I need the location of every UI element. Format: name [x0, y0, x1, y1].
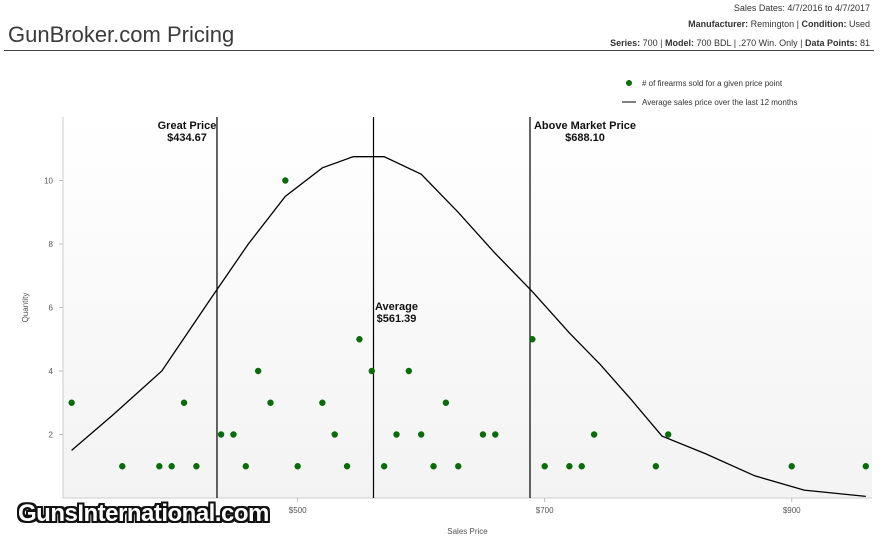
- data-point: [590, 431, 598, 438]
- data-point: [368, 367, 375, 375]
- data-point: [217, 431, 225, 438]
- watermark-logo: GunsInternational.com: [18, 500, 269, 527]
- marker-label-great: Great Price: [158, 120, 217, 132]
- data-point: [788, 463, 795, 470]
- series-model-info: Series: 700 | Model: 700 BDL | .270 Win.…: [610, 38, 870, 48]
- marker-label-average: Average: [375, 301, 418, 313]
- series-label: Series:: [610, 38, 641, 48]
- data-point: [380, 463, 388, 470]
- model-value: 700 BDL: [696, 38, 732, 48]
- data-point: [180, 399, 188, 406]
- x-tick-label: $500: [289, 506, 307, 515]
- x-tick-label: $700: [536, 506, 554, 515]
- marker-value-great: $434.67: [167, 132, 207, 144]
- y-tick-label: 8: [49, 240, 54, 249]
- data-point: [541, 463, 548, 470]
- data-point: [119, 463, 126, 470]
- manufacturer-value: Remington: [750, 19, 795, 29]
- data-point: [230, 431, 237, 438]
- data-point: [405, 367, 413, 375]
- data-point: [665, 431, 672, 438]
- data-point: [529, 336, 536, 343]
- data-point: [254, 367, 262, 375]
- legend-line-label: Average sales price over the last 12 mon…: [642, 98, 798, 107]
- manufacturer-label: Manufacturer:: [688, 19, 749, 29]
- marker-label-above: Above Market Price: [534, 120, 636, 132]
- legend-dot-icon: [626, 80, 632, 86]
- model-label: Model:: [665, 38, 695, 48]
- marker-value-above: $688.10: [565, 132, 605, 144]
- data-point: [168, 463, 175, 470]
- y-axis-title: Quantity: [21, 293, 30, 323]
- condition-label: Condition:: [801, 19, 847, 29]
- x-tick-label: $900: [783, 506, 801, 515]
- data-point: [442, 399, 450, 406]
- data-point: [479, 431, 487, 438]
- data-point: [294, 463, 301, 470]
- y-tick-label: 2: [49, 431, 54, 440]
- marker-value-average: $561.39: [377, 313, 417, 325]
- caliber-value: .270 Win. Only: [738, 38, 798, 48]
- average-price-curve: [71, 156, 866, 498]
- series-value: 700: [642, 38, 658, 48]
- data-point: [430, 463, 437, 470]
- data-point: [455, 463, 462, 470]
- data-point: [862, 463, 870, 470]
- data-point: [331, 431, 338, 438]
- datapoints-value: 81: [859, 38, 870, 48]
- manufacturer-condition: Manufacturer: Remington | Condition: Use…: [688, 19, 870, 29]
- y-tick-label: 6: [49, 304, 54, 313]
- data-point: [566, 463, 573, 470]
- data-point: [267, 399, 274, 406]
- data-point: [193, 463, 200, 470]
- y-tick-label: 4: [49, 367, 54, 376]
- legend-dots-label: # of firearms sold for a given price poi…: [642, 79, 783, 88]
- page-title: GunBroker.com Pricing: [8, 22, 235, 47]
- data-point: [652, 463, 660, 470]
- title-divider: [4, 50, 874, 51]
- data-point: [319, 399, 326, 406]
- data-point: [282, 177, 289, 184]
- data-point: [578, 463, 585, 470]
- data-point: [393, 431, 400, 438]
- data-point: [156, 463, 163, 470]
- sales-dates: Sales Dates: 4/7/2016 to 4/7/2017: [733, 3, 870, 13]
- datapoints-label: Data Points:: [804, 38, 858, 48]
- data-point: [356, 336, 363, 343]
- condition-value: Used: [848, 19, 870, 29]
- plot-area: [63, 117, 872, 498]
- data-point: [343, 463, 351, 470]
- data-point: [242, 463, 249, 470]
- y-tick-label: 10: [44, 177, 53, 186]
- data-point: [68, 399, 75, 406]
- x-axis-title: Sales Price: [447, 527, 488, 536]
- data-point: [492, 431, 499, 438]
- data-point: [417, 431, 425, 438]
